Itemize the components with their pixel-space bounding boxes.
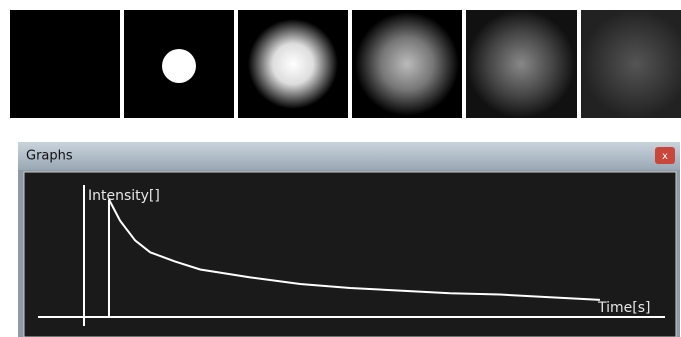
spot bbox=[162, 49, 196, 83]
screen: Graphs x Intensity[] Time[s] bbox=[0, 0, 681, 337]
page: Graphs x Intensity[] Time[s] (() => { co… bbox=[0, 0, 681, 337]
x-axis-label: Time[s] bbox=[597, 300, 650, 316]
y-axis-label: Intensity[] bbox=[88, 188, 160, 204]
window-title: Graphs bbox=[26, 149, 73, 164]
title-bar bbox=[18, 142, 680, 170]
spot bbox=[248, 19, 338, 109]
thumbnails bbox=[10, 10, 681, 118]
spot bbox=[355, 12, 459, 116]
spot bbox=[467, 10, 575, 118]
frame bbox=[10, 10, 120, 118]
close-icon[interactable]: x bbox=[662, 151, 668, 162]
graphs-window: Graphs x Intensity[] Time[s] bbox=[18, 142, 680, 337]
